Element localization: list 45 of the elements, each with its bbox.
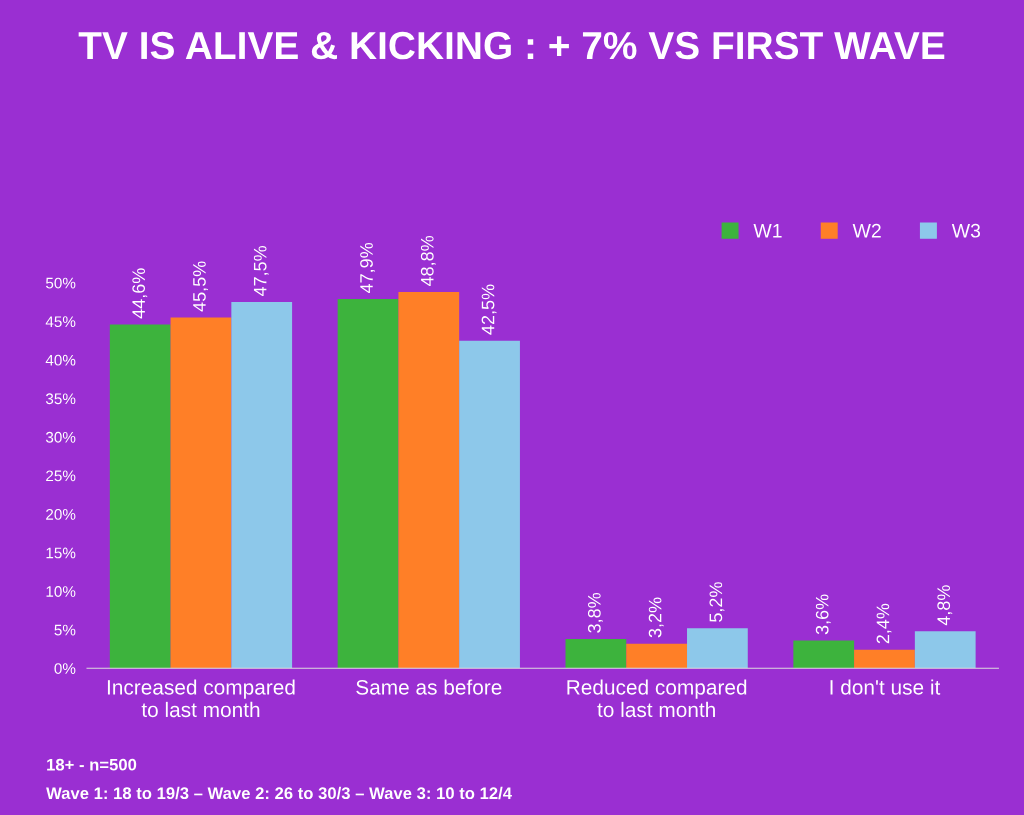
data-label: 45,5% — [193, 261, 208, 312]
y-tick-label: 30% — [45, 431, 76, 443]
y-tick-label: 15% — [46, 547, 76, 559]
data-label: 4,8% — [937, 585, 953, 626]
bar — [109, 324, 171, 669]
bar — [854, 649, 915, 669]
y-tick-label: 20% — [46, 508, 76, 520]
data-label: 3,6% — [815, 594, 831, 635]
y-tick-label: 0% — [54, 663, 76, 674]
bar — [793, 640, 855, 669]
data-label: 3,2% — [648, 597, 664, 638]
y-tick-label: 35% — [45, 393, 76, 405]
data-label: 44,6% — [132, 268, 148, 319]
data-label: 5,2% — [709, 582, 725, 622]
bar — [565, 639, 627, 669]
bar — [914, 631, 976, 669]
bar — [687, 628, 748, 669]
x-tick-label: Increased compared to last month — [107, 679, 295, 718]
legend-label: W2 — [852, 223, 881, 238]
data-label: 47,9% — [360, 242, 376, 294]
y-tick-label: 50% — [45, 277, 76, 289]
x-tick-label: Reduced compared to last month — [567, 679, 747, 718]
bar — [170, 317, 232, 669]
data-label: 2,4% — [876, 603, 892, 644]
data-label: 3,8% — [587, 592, 603, 633]
bar — [626, 643, 688, 669]
bar — [459, 340, 520, 669]
text: Wave 1: 18 to 19/3 – Wave 2: 26 to 30/3 – Wave 3: 10 to 12/4 — [46, 786, 512, 800]
y-tick-label: 25% — [46, 470, 76, 482]
legend-label: W3 — [951, 223, 981, 238]
chart-title: TV IS ALIVE & KICKING : + 7% VS FIRST WAVE — [78, 31, 945, 60]
y-tick-label: 40% — [45, 354, 76, 366]
text: 18+ - n=500 — [47, 758, 137, 771]
x-tick-label: I don't use it — [830, 679, 941, 695]
data-label: 42,5% — [481, 284, 497, 335]
y-tick-label: 10% — [46, 586, 76, 597]
y-tick-label: 5% — [54, 624, 76, 636]
bar — [398, 292, 460, 669]
x-tick-label: Same as before — [356, 679, 502, 695]
bar — [231, 302, 293, 669]
data-label: 47,5% — [253, 245, 269, 297]
y-tick-label: 45% — [45, 316, 76, 328]
legend-label: W1 — [753, 224, 782, 238]
bar — [337, 299, 399, 669]
data-label: 48,8% — [420, 235, 436, 287]
